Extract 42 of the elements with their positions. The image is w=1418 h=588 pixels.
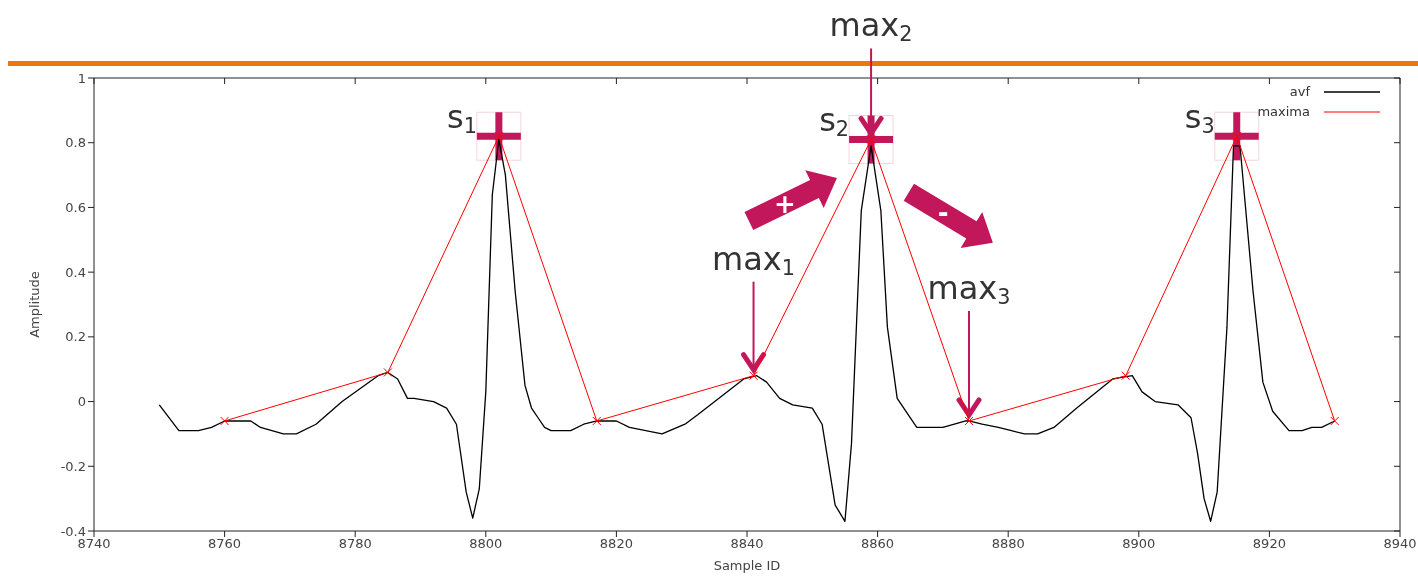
x-tick-label: 8840 bbox=[730, 536, 764, 552]
annotation: s$_{1}$ bbox=[446, 98, 477, 139]
point bbox=[1121, 371, 1131, 381]
point bbox=[866, 134, 876, 144]
y-tick-label: 0.2 bbox=[65, 329, 86, 345]
point bbox=[1232, 131, 1242, 141]
annotation: s$_{3}$ bbox=[1184, 98, 1215, 139]
x-tick-label: 8800 bbox=[469, 536, 503, 552]
annotation: + bbox=[773, 188, 796, 219]
point bbox=[220, 416, 230, 426]
annotation: max$_{1}$ bbox=[712, 239, 796, 280]
point bbox=[383, 367, 393, 377]
line-series bbox=[158, 138, 1336, 522]
x-tick-label: 8760 bbox=[208, 536, 242, 552]
y-axis-title: Amplitude bbox=[26, 271, 42, 338]
y-tick-label: -0.2 bbox=[60, 458, 86, 474]
x-tick-label: 8740 bbox=[77, 536, 111, 552]
y-tick-label: 0.4 bbox=[65, 264, 86, 280]
x-tick-label: 8820 bbox=[599, 536, 633, 552]
point bbox=[592, 416, 602, 426]
point bbox=[964, 416, 974, 426]
legend-label: maxima bbox=[1257, 103, 1310, 121]
y-tick-label: 0.6 bbox=[65, 200, 86, 216]
x-tick-label: 8940 bbox=[1383, 536, 1417, 552]
x-tick-label: 8780 bbox=[338, 536, 372, 552]
annotation: s$_{2}$ bbox=[819, 101, 850, 142]
annotation: max$_{2}$ bbox=[829, 6, 913, 47]
annotation: - bbox=[937, 197, 949, 228]
x-tick-label: 8860 bbox=[861, 536, 895, 552]
point bbox=[749, 371, 759, 381]
y-tick-label: -0.4 bbox=[60, 523, 86, 539]
point bbox=[494, 131, 504, 141]
x-tick-label: 8900 bbox=[1122, 536, 1156, 552]
point bbox=[1330, 416, 1340, 426]
legend-label: avf bbox=[1289, 83, 1310, 101]
y-tick-label: 0.8 bbox=[65, 135, 86, 151]
x-tick-label: 8920 bbox=[1252, 536, 1286, 552]
annotation: max$_{3}$ bbox=[927, 268, 1011, 310]
y-tick-label: 0 bbox=[77, 394, 86, 410]
y-tick-label: 1 bbox=[77, 70, 86, 86]
x-tick-label: 8880 bbox=[991, 536, 1025, 552]
x-axis-title: Sample ID bbox=[713, 558, 781, 573]
